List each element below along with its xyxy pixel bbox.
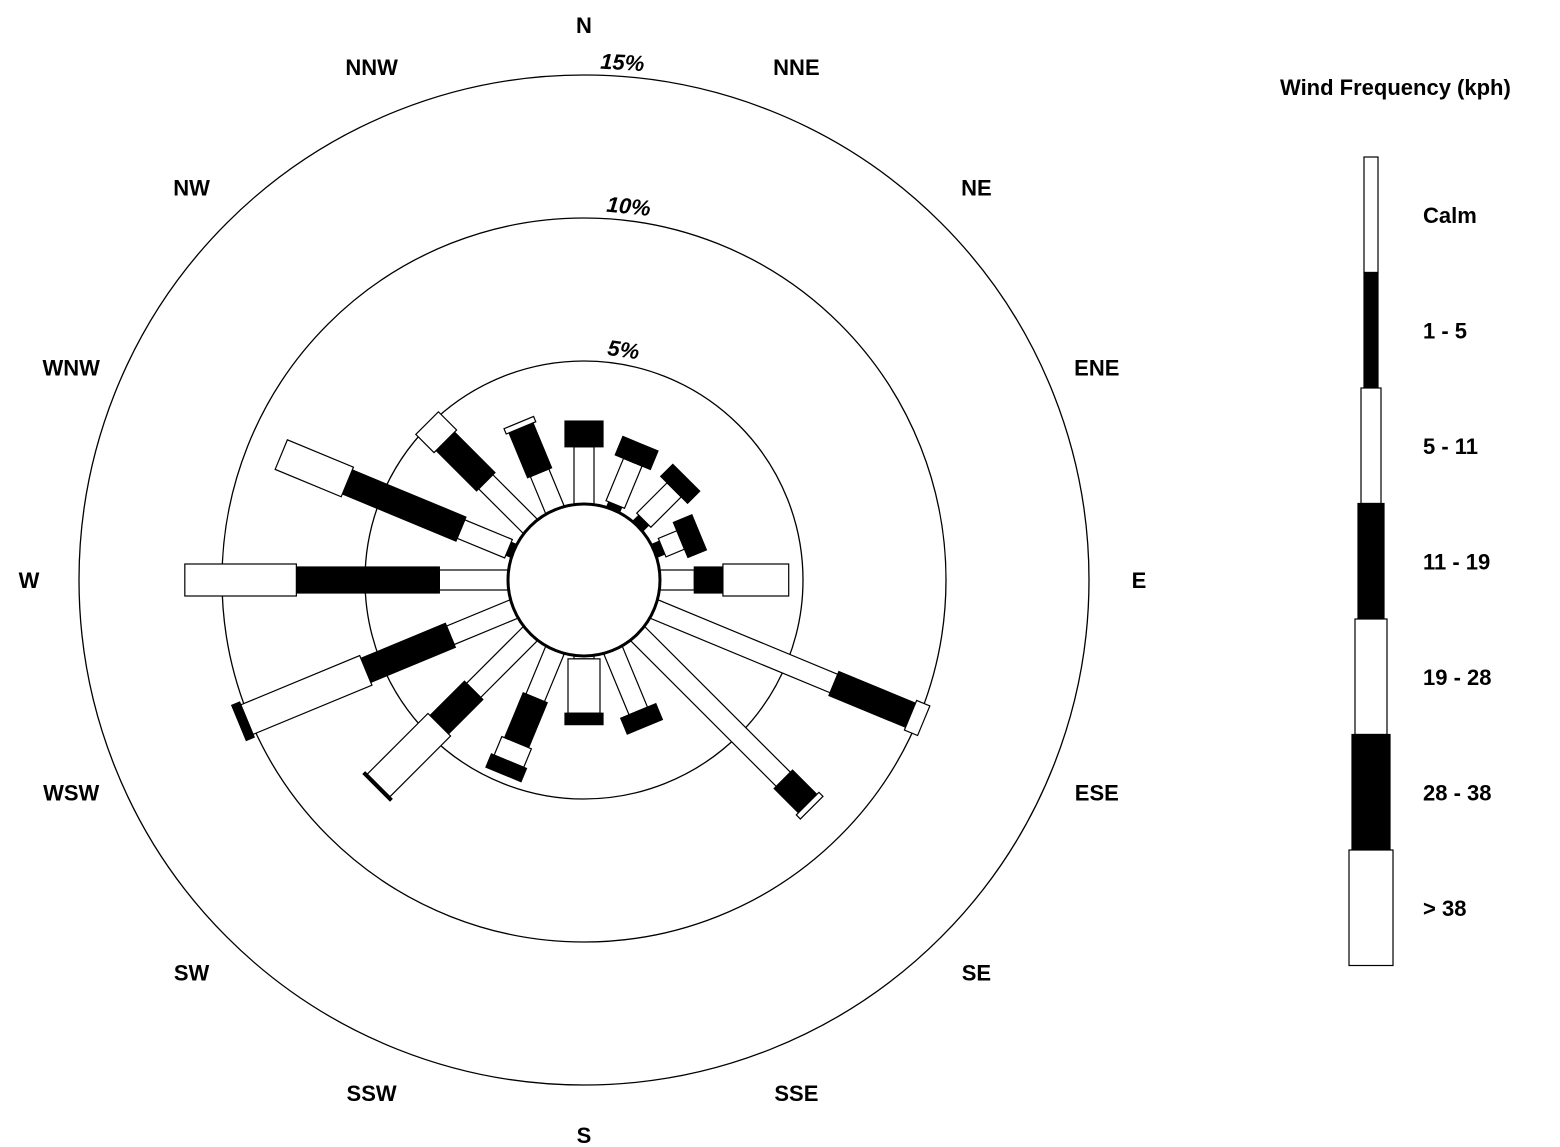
bar-ssw-11-19 — [503, 692, 549, 749]
direction-label-sse: SSE — [774, 1081, 818, 1106]
bar-e — [659, 563, 790, 597]
bar-sw — [362, 625, 539, 802]
calm-center — [506, 502, 662, 658]
direction-label-w: W — [19, 568, 40, 593]
bar-sw-19-28 — [366, 712, 452, 798]
calm-circle — [506, 502, 662, 658]
bar-s-19-28 — [567, 658, 601, 714]
bar-w-19-28 — [184, 563, 297, 597]
bar-w — [184, 563, 509, 597]
bar-ene-28-38 — [672, 513, 708, 559]
bar-ssw — [485, 645, 565, 783]
direction-label-wsw: WSW — [43, 780, 99, 805]
legend-swatch-5-11 — [1360, 387, 1382, 505]
direction-label-nne: NNE — [773, 55, 819, 80]
bar-wnw-11-19 — [341, 469, 467, 542]
bar-s — [564, 655, 604, 726]
bar-ese-19-28 — [903, 699, 931, 737]
bar-ssw-5-11 — [525, 645, 565, 703]
legend-swatch-38 — [1348, 849, 1394, 967]
bar-ne — [631, 463, 701, 533]
bar-n — [564, 420, 604, 505]
direction-label-nnw: NNW — [345, 55, 398, 80]
legend-label-28-38: 28 - 38 — [1423, 780, 1492, 805]
bar-s-28-38 — [564, 712, 604, 726]
ring-label-15: 15% — [600, 49, 645, 77]
bar-nnw-19-28 — [503, 415, 537, 435]
legend-label-11-19: 11 - 19 — [1423, 549, 1490, 574]
legend-swatch-11-19 — [1357, 502, 1385, 620]
bar-sse — [603, 645, 664, 735]
direction-label-ese: ESE — [1075, 780, 1119, 805]
legend-swatch-28-38 — [1351, 733, 1391, 851]
ring-labels: 5% 10% 15% — [600, 49, 652, 365]
bar-nnw-11-19 — [508, 422, 553, 479]
ring-label-10: 10% — [606, 192, 652, 221]
legend-label-5-11: 5 - 11 — [1423, 434, 1478, 459]
legend: Wind Frequency (kph) Calm 1 - 5 5 - 11 11 -… — [1280, 75, 1511, 967]
bar-wnw-5-11 — [456, 519, 514, 559]
bar-sw-5-11 — [465, 625, 539, 699]
bar-n-5-11 — [573, 446, 595, 505]
direction-label-ssw: SSW — [347, 1081, 397, 1106]
legend-label-19-28: 19 - 28 — [1423, 665, 1492, 690]
bar-w-11-19 — [295, 566, 440, 594]
bar-e-19-28 — [722, 563, 790, 597]
bar-n-28-38 — [564, 420, 604, 448]
bar-ssw-28-38 — [485, 753, 528, 783]
bar-w-5-11 — [438, 569, 509, 591]
bar-se — [629, 625, 824, 820]
direction-label-n: N — [576, 13, 592, 38]
bar-nw-19-28 — [414, 410, 458, 454]
bar-nw-5-11 — [477, 473, 539, 535]
direction-label-se: SE — [962, 960, 991, 985]
legend-label-calm: Calm — [1423, 203, 1477, 228]
legend-label-38: > 38 — [1423, 896, 1466, 921]
direction-labels: N NNE NE ENE E ESE SE SSE S SSW SW WSW W WNW NW NNW — [19, 13, 1147, 1147]
legend-label-1-5: 1 - 5 — [1423, 318, 1467, 343]
direction-label-s: S — [577, 1123, 592, 1147]
bar-nnw — [503, 415, 565, 515]
legend-swatch-1-5 — [1363, 271, 1379, 389]
direction-label-ene: ENE — [1074, 356, 1119, 381]
bar-wsw-11-19 — [360, 622, 457, 684]
frequency-rings — [78, 74, 1090, 1086]
bar-se-19-28 — [795, 791, 824, 820]
bar-wsw — [230, 599, 519, 742]
legend-swatch-19-28 — [1354, 618, 1388, 736]
legend-title: Wind Frequency (kph) — [1280, 75, 1511, 100]
bar-wsw-5-11 — [445, 599, 519, 646]
direction-label-nw: NW — [173, 176, 210, 201]
ring-label-5: 5% — [606, 335, 641, 364]
bar-sw-28-38 — [362, 771, 393, 802]
direction-label-e: E — [1132, 568, 1147, 593]
bar-e-11-19 — [693, 566, 724, 594]
bar-ne-28-38 — [659, 463, 701, 505]
bar-nne-28-38 — [614, 435, 659, 471]
bar-e-5-11 — [659, 569, 695, 591]
ring-15 — [78, 74, 1090, 1086]
bar-wsw-19-28 — [240, 654, 373, 736]
bar-wsw-28-38 — [230, 701, 255, 742]
wind-bars — [184, 410, 931, 820]
bar-sse-28-38 — [619, 702, 664, 735]
bar-sse-5-11 — [603, 645, 649, 716]
bar-nne-5-11 — [605, 457, 643, 510]
direction-label-ne: NE — [961, 176, 992, 201]
legend-swatch-calm — [1363, 156, 1379, 274]
bar-wnw — [274, 439, 518, 559]
bar-ene — [650, 513, 708, 559]
bar-ese-11-19 — [828, 670, 917, 729]
direction-label-sw: SW — [174, 960, 210, 985]
bar-wnw-19-28 — [274, 439, 355, 498]
bar-ese — [649, 599, 931, 737]
direction-label-wnw: WNW — [42, 356, 100, 381]
bar-nw — [414, 410, 539, 535]
